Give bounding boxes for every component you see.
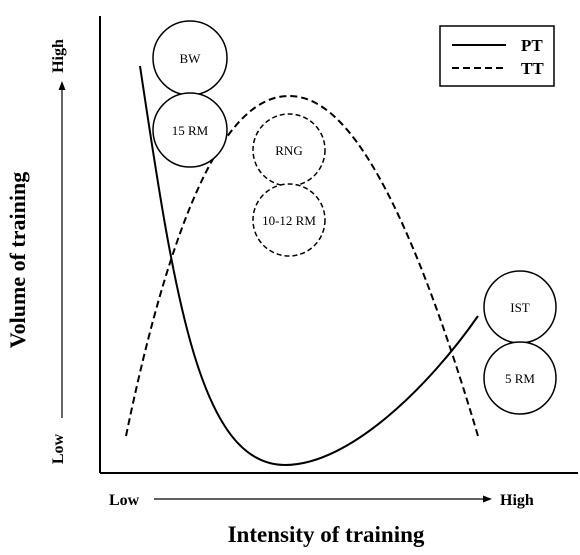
rm10-12-label: 10-12 RM: [262, 213, 316, 228]
rm10-12-circle: [252, 183, 326, 257]
x-axis-low-label: Low: [109, 492, 140, 509]
y-axis-low-label: Low: [50, 433, 67, 464]
tt-curve: [125, 94, 479, 437]
x-arrow-head: [483, 495, 492, 503]
y-axis-title: Volume of training: [5, 172, 30, 348]
x-axis-title: Intensity of training: [228, 522, 425, 547]
ist-label: IST: [510, 300, 530, 315]
legend-tt-label: TT: [521, 59, 544, 78]
y-arrow-head: [58, 81, 66, 90]
rng-label: RNG: [275, 143, 302, 158]
legend-pt-label: PT: [521, 36, 543, 55]
rm15-label: 15 RM: [172, 123, 209, 138]
bw-label: BW: [180, 51, 202, 66]
rm5-circle: [483, 341, 557, 415]
y-axis-high-label: High: [50, 39, 67, 73]
legend-box: [439, 25, 555, 87]
rm5-label: 5 RM: [505, 371, 535, 386]
rm15-circle: [152, 92, 228, 168]
pt-curve: [139, 65, 479, 467]
x-axis-high-label: High: [500, 492, 534, 509]
